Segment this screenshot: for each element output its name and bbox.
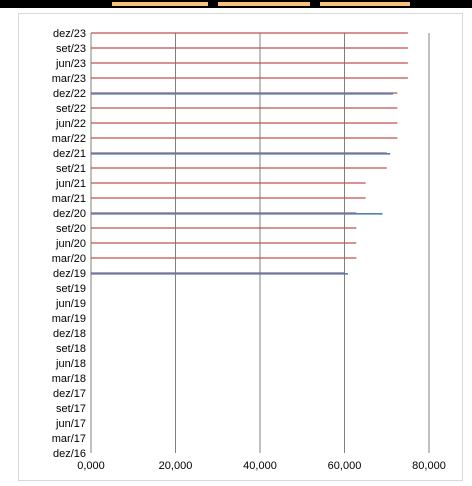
y-tick-label: dez/20 [53, 208, 86, 220]
top-bar-accent [112, 2, 208, 6]
x-tick-label: 20,000 [159, 460, 193, 472]
y-tick-label: dez/19 [53, 268, 86, 280]
y-tick-label: dez/16 [53, 448, 86, 460]
y-tick-label: set/19 [56, 283, 86, 295]
y-tick-label: jun/17 [55, 418, 86, 430]
top-bar-accent [320, 2, 410, 6]
y-tick-label: dez/23 [53, 28, 86, 40]
y-tick-label: dez/22 [53, 88, 86, 100]
y-tick-label: mar/18 [52, 373, 86, 385]
y-tick-label: mar/19 [52, 313, 86, 325]
y-tick-label: mar/20 [52, 253, 86, 265]
y-tick-label: mar/22 [52, 133, 86, 145]
top-border-bar [0, 0, 472, 8]
y-tick-label: set/22 [56, 103, 86, 115]
y-tick-label: dez/18 [53, 328, 86, 340]
y-tick-label: set/18 [56, 343, 86, 355]
y-tick-label: jun/18 [55, 358, 86, 370]
y-tick-label: set/23 [56, 43, 86, 55]
y-tick-label: set/17 [56, 403, 86, 415]
top-bar-accent [218, 2, 310, 6]
y-tick-label: jun/20 [55, 238, 86, 250]
y-tick-label: jun/22 [55, 118, 86, 130]
y-tick-label: jun/23 [55, 58, 86, 70]
y-tick-label: set/21 [56, 163, 86, 175]
x-tick-label: 0,000 [77, 460, 105, 472]
x-tick-label: 40,000 [243, 460, 277, 472]
x-tick-label: 60,000 [328, 460, 362, 472]
y-tick-label: jun/19 [55, 298, 86, 310]
y-tick-label: set/20 [56, 223, 86, 235]
y-tick-label: mar/21 [52, 193, 86, 205]
y-tick-label: jun/21 [55, 178, 86, 190]
y-tick-label: dez/21 [53, 148, 86, 160]
y-tick-label: mar/17 [52, 433, 86, 445]
y-tick-label: dez/17 [53, 388, 86, 400]
chart-frame: 0,000 20,000 40,000 60,000 80,000 dez/16 mar/1… [18, 13, 463, 481]
bar-chart: 0,000 20,000 40,000 60,000 80,000 dez/16 mar/1… [52, 28, 446, 472]
x-tick-label: 80,000 [412, 460, 446, 472]
y-tick-label: mar/23 [52, 73, 86, 85]
